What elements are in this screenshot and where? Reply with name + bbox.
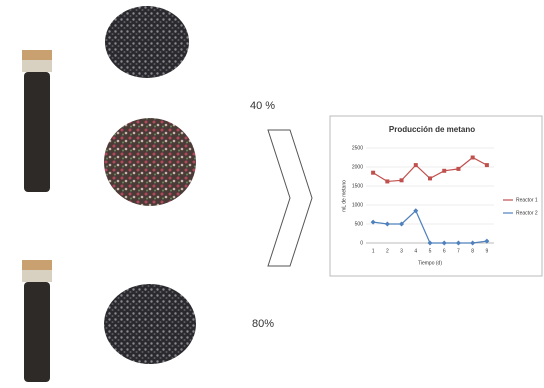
y-tick-label: 1000: [352, 202, 363, 208]
point: [442, 169, 446, 173]
x-tick-label: 9: [485, 248, 488, 254]
chart-frame: [330, 116, 542, 276]
photo-dish: [104, 284, 196, 364]
point: [471, 156, 475, 160]
photo-dish: [104, 118, 196, 206]
y-tick-label: 1500: [352, 183, 363, 189]
x-tick-label: 2: [386, 248, 389, 254]
point: [428, 176, 432, 180]
y-axis-label: mL de metano: [341, 180, 347, 212]
x-tick-label: 7: [457, 248, 460, 254]
photo-dish: [105, 6, 189, 78]
x-tick-label: 6: [443, 248, 446, 254]
x-tick-label: 4: [414, 248, 417, 254]
bottle-top: [22, 50, 52, 192]
chart-title: Producción de metano: [389, 125, 475, 134]
screen: 40 % 80% Producción de metano Tiempo (d)…: [0, 0, 544, 388]
x-tick-label: 3: [400, 248, 403, 254]
arrow: [268, 130, 312, 266]
y-tick-label: 2000: [352, 164, 363, 170]
y-tick-label: 2500: [352, 145, 363, 151]
y-tick-label: 500: [355, 221, 364, 227]
legend-label: Reactor 2: [516, 210, 538, 216]
label: 40 %: [250, 100, 275, 112]
point: [400, 178, 404, 182]
point: [385, 179, 389, 183]
x-tick-label: 5: [429, 248, 432, 254]
page: {"labels": {"top": "40 %", "bottom": "80…: [0, 0, 544, 388]
point: [485, 163, 489, 167]
bottle-bottom: [22, 260, 52, 382]
point: [371, 171, 375, 175]
x-tick-label: 8: [471, 248, 474, 254]
point: [456, 167, 460, 171]
x-axis-label: Tiempo (d): [418, 260, 442, 266]
label: 80%: [252, 318, 274, 330]
legend-label: Reactor 1: [516, 197, 538, 203]
x-tick-label: 1: [372, 248, 375, 254]
y-tick-label: 0: [360, 240, 363, 246]
point: [414, 163, 418, 167]
